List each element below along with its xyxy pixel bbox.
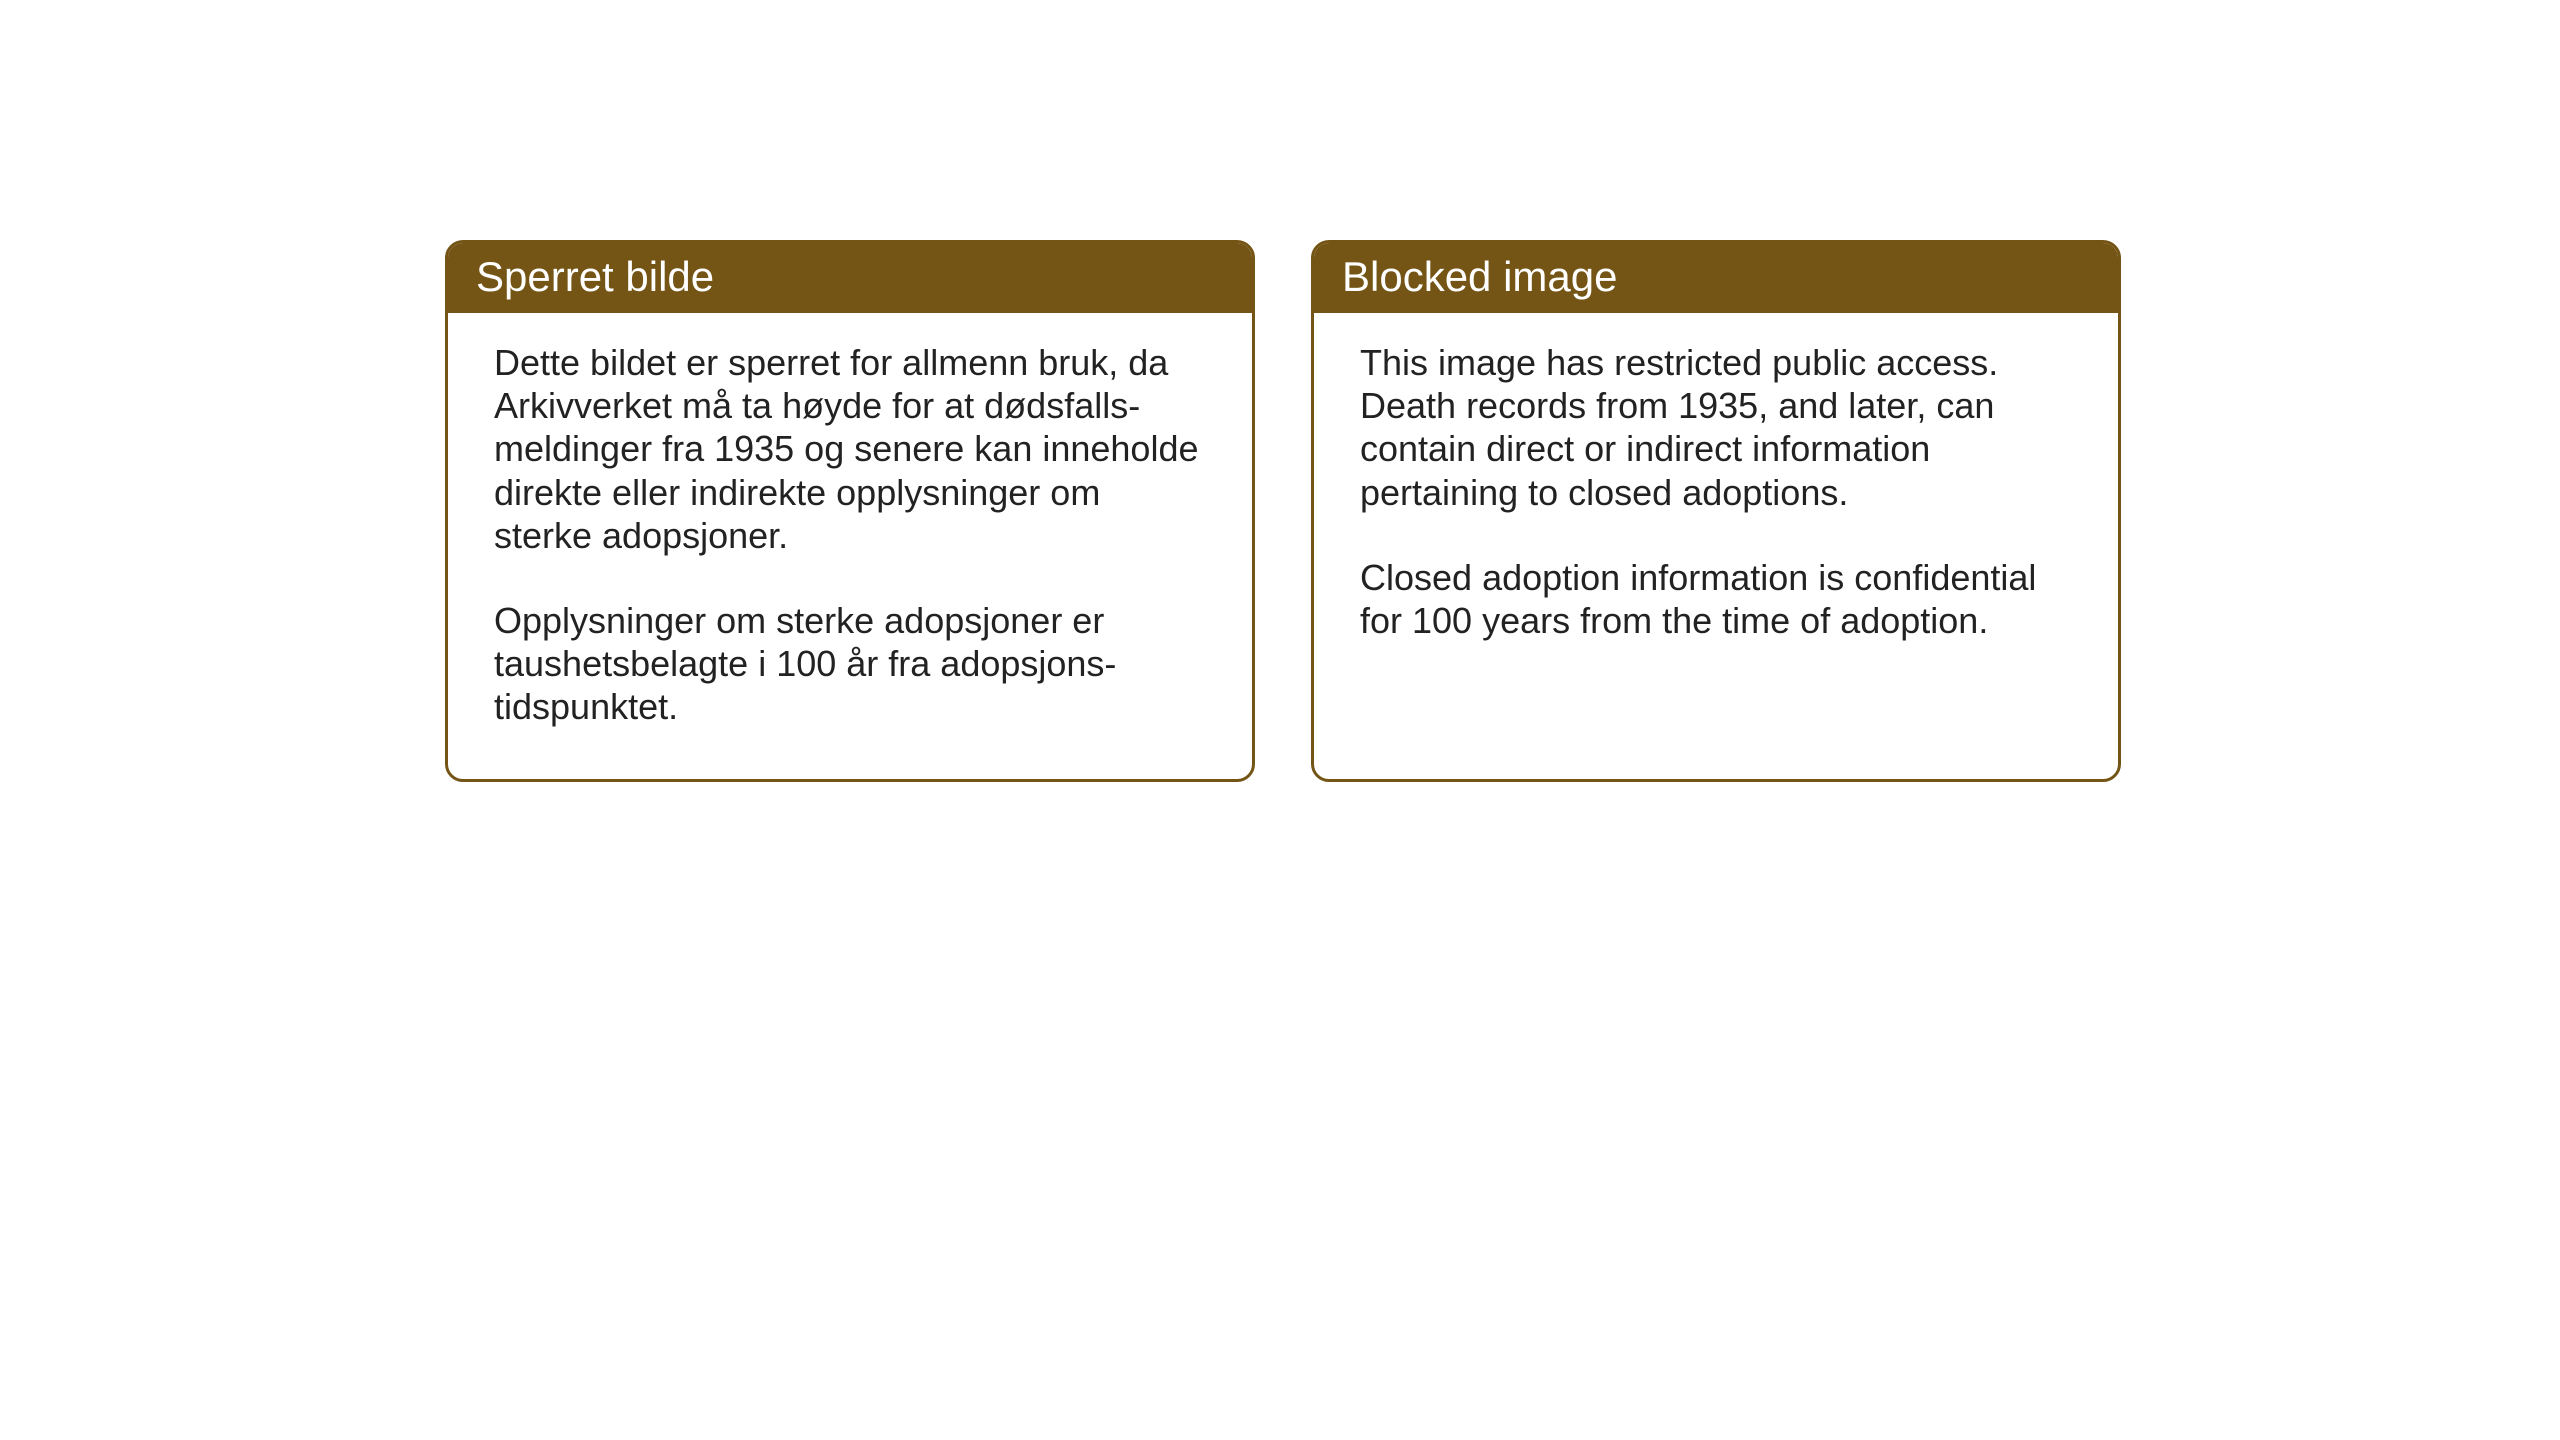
notice-card-norwegian: Sperret bilde Dette bildet er sperret fo… [445, 240, 1255, 782]
card-body-norwegian: Dette bildet er sperret for allmenn bruk… [448, 313, 1252, 779]
paragraph-norwegian-2: Opplysninger om sterke adopsjoner er tau… [494, 599, 1206, 729]
card-title-norwegian: Sperret bilde [448, 243, 1252, 313]
paragraph-english-1: This image has restricted public access.… [1360, 341, 2072, 514]
notice-card-english: Blocked image This image has restricted … [1311, 240, 2121, 782]
notice-container: Sperret bilde Dette bildet er sperret fo… [0, 0, 2560, 782]
card-body-english: This image has restricted public access.… [1314, 313, 2118, 728]
paragraph-norwegian-1: Dette bildet er sperret for allmenn bruk… [494, 341, 1206, 557]
card-title-english: Blocked image [1314, 243, 2118, 313]
paragraph-english-2: Closed adoption information is confident… [1360, 556, 2072, 642]
